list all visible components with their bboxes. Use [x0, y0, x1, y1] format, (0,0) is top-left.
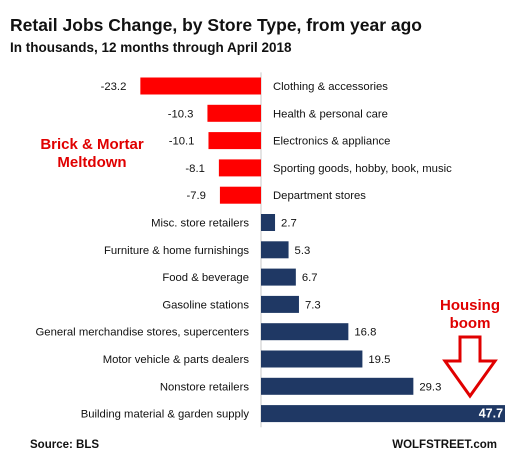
category-label-food-beverage: Food & beverage: [162, 272, 249, 284]
bars-group: Clothing & accessories -23.2 Health & pers…: [36, 72, 505, 428]
value-label-furniture-home-furnishings: 5.3: [295, 245, 311, 257]
category-label-motor-vehicle-parts-dealers: Motor vehicle & parts dealers: [103, 354, 250, 366]
bar-furniture-home-furnishings: [261, 241, 289, 259]
bar-nonstore-retailers: [261, 377, 414, 395]
brand-label: WOLFSTREET.com: [392, 439, 497, 451]
value-label-clothing-accessories: -23.2: [101, 81, 127, 93]
category-label-gasoline-stations: Gasoline stations: [162, 299, 249, 311]
value-label-electronics-appliance: -10.1: [169, 136, 195, 148]
bar-general-merchandise-stores-supercenters: [261, 323, 349, 341]
bar-misc-store-retailers: [261, 214, 276, 231]
value-label-food-beverage: 6.7: [302, 272, 318, 284]
category-label-sporting-goods-hobby-book-music: Sporting goods, hobby, book, music: [273, 163, 452, 175]
bar-health-personal-care: [207, 104, 261, 122]
value-label-motor-vehicle-parts-dealers: 19.5: [368, 354, 390, 366]
value-label-nonstore-retailers: 29.3: [419, 381, 441, 393]
housing-boom-annotation-line1: Housing: [440, 297, 500, 314]
category-label-misc-store-retailers: Misc. store retailers: [151, 218, 249, 230]
bar-sporting-goods-hobby-book-music: [218, 159, 261, 177]
category-label-department-stores: Department stores: [273, 190, 366, 202]
bar-department-stores: [219, 186, 261, 204]
category-label-nonstore-retailers: Nonstore retailers: [160, 381, 250, 393]
category-label-clothing-accessories: Clothing & accessories: [273, 81, 388, 93]
housing-boom-annotation-line2: boom: [450, 315, 491, 332]
brick-mortar-annotation-line1: Brick & Mortar: [40, 136, 144, 153]
chart-subtitle: In thousands, 12 months through April 20…: [10, 40, 292, 55]
category-label-electronics-appliance: Electronics & appliance: [273, 136, 390, 148]
bar-motor-vehicle-parts-dealers: [261, 350, 363, 368]
down-arrow-icon: [442, 335, 498, 399]
value-label-building-material-garden-supply: 47.7: [479, 407, 503, 421]
bar-clothing-accessories: [140, 77, 261, 95]
bar-electronics-appliance: [208, 132, 261, 150]
value-label-general-merchandise-stores-supercenters: 16.8: [354, 327, 376, 339]
category-label-building-material-garden-supply: Building material & garden supply: [81, 409, 250, 421]
source-label: Source: BLS: [30, 439, 99, 451]
bar-food-beverage: [261, 268, 296, 286]
value-label-gasoline-stations: 7.3: [305, 299, 321, 311]
category-label-general-merchandise-stores-supercenters: General merchandise stores, supercenters: [36, 327, 250, 339]
value-label-health-personal-care: -10.3: [168, 108, 194, 120]
value-label-department-stores: -7.9: [186, 190, 205, 202]
category-label-furniture-home-furnishings: Furniture & home furnishings: [104, 245, 249, 257]
value-label-misc-store-retailers: 2.7: [281, 218, 297, 230]
value-label-sporting-goods-hobby-book-music: -8.1: [185, 163, 204, 175]
bar-building-material-garden-supply: [261, 405, 505, 423]
bar-gasoline-stations: [261, 295, 299, 313]
category-label-health-personal-care: Health & personal care: [273, 108, 388, 120]
brick-mortar-annotation-line2: Meltdown: [57, 154, 126, 171]
chart-title: Retail Jobs Change, by Store Type, from …: [10, 15, 422, 35]
